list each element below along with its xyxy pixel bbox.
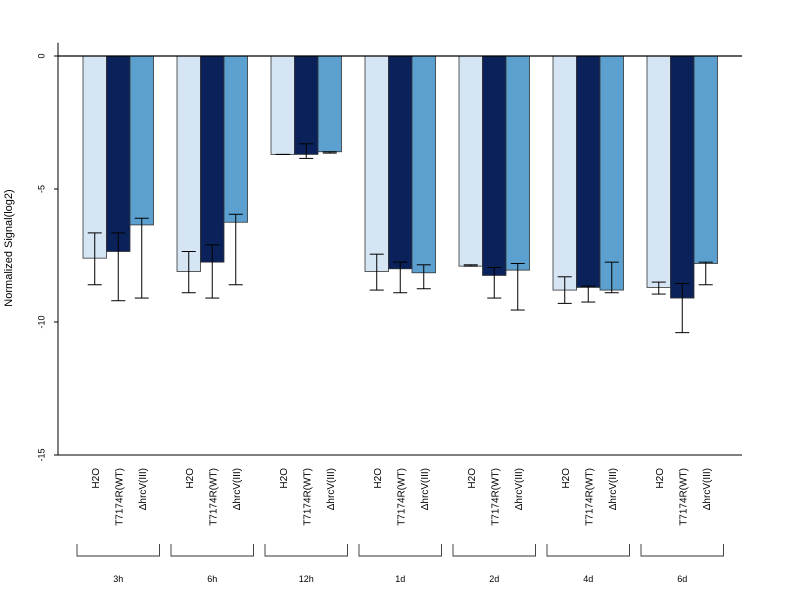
bar [576,55,601,288]
group-bracket [640,544,724,557]
bar [129,55,154,226]
x-tick-label: ΔhrcV(III) [702,468,713,510]
bar [670,55,695,299]
x-tick-label: T7174R(WT) [302,468,313,526]
group-label: 4d [583,574,593,584]
x-tick-label: ΔhrcV(III) [514,468,525,510]
bar [505,55,530,271]
group-label: 3h [113,574,123,584]
group-bracket [170,544,254,557]
bar [458,55,483,267]
x-tick-label: ΔhrcV(III) [420,468,431,510]
x-tick-label: ΔhrcV(III) [608,468,619,510]
x-tick-label: H2O [185,468,196,489]
x-tick-label: T7174R(WT) [396,468,407,526]
group-bracket [358,544,442,557]
bar [364,55,389,272]
bar [294,55,319,155]
x-tick-label: H2O [91,468,102,489]
group-label: 12h [299,574,314,584]
x-tick-label: T7174R(WT) [490,468,501,526]
bar [200,55,225,263]
x-tick-label: ΔhrcV(III) [232,468,243,510]
y-tick-label: -5 [36,185,46,193]
x-tick-label: H2O [279,468,290,489]
x-tick-label: H2O [373,468,384,489]
x-tick-label: T7174R(WT) [584,468,595,526]
y-tick-label: -10 [36,315,46,328]
bar [82,55,107,259]
bar [106,55,131,252]
bar [646,55,671,288]
x-tick-label: T7174R(WT) [208,468,219,526]
x-tick-label: H2O [655,468,666,489]
x-tick-label: ΔhrcV(III) [326,468,337,510]
x-tick-label: T7174R(WT) [114,468,125,526]
x-tick-label: H2O [467,468,478,489]
group-label: 1d [395,574,405,584]
group-label: 6h [207,574,217,584]
bar [411,55,436,274]
y-tick-label: 0 [36,53,46,58]
bar [317,55,342,153]
bar [599,55,624,291]
bar [693,55,718,264]
group-bracket [264,544,348,557]
group-bracket [546,544,630,557]
group-bracket [452,544,536,557]
x-tick-label: H2O [561,468,572,489]
group-label: 6d [677,574,687,584]
x-tick-label: ΔhrcV(III) [138,468,149,510]
y-axis-label: Normalized Signal(log2) [3,189,15,306]
group-bracket [76,544,160,557]
bar [270,55,295,155]
bar [223,55,248,223]
bar [482,55,507,276]
group-label: 2d [489,574,499,584]
bar [176,55,201,272]
y-tick-label: -15 [36,448,46,461]
bar [388,55,413,270]
x-tick-label: T7174R(WT) [678,468,689,526]
bar [552,55,577,291]
